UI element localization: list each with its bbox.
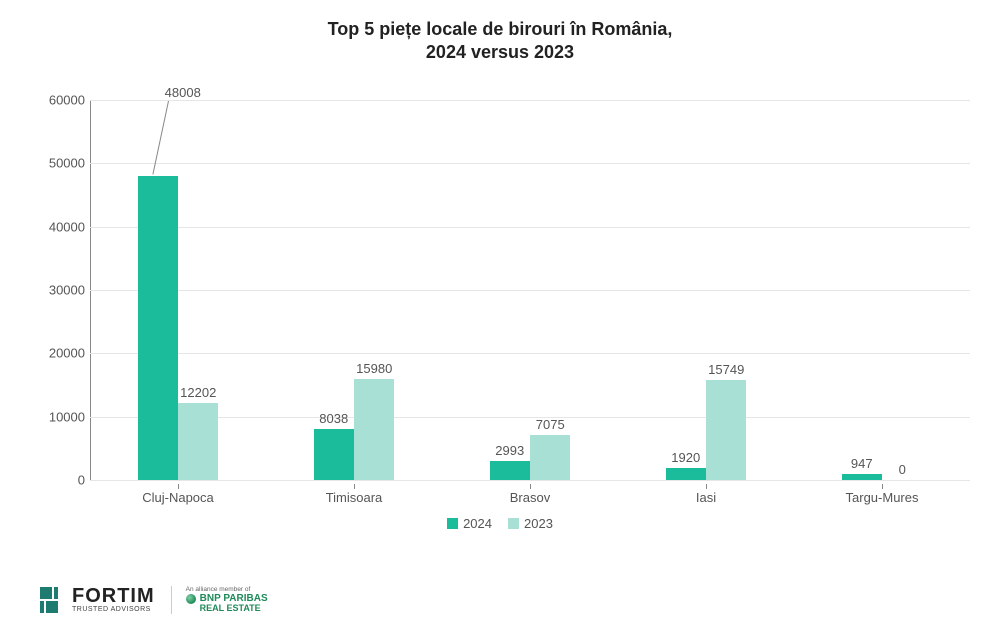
bnp-logo: An alliance member of BNP PARIBAS REAL E… <box>171 586 268 614</box>
gridline <box>90 480 970 481</box>
legend-item: 2023 <box>508 516 553 531</box>
bar-value-label: 7075 <box>536 417 565 432</box>
y-tick-label: 0 <box>78 473 85 488</box>
bnp-dot-icon <box>186 594 196 604</box>
bar <box>138 176 178 480</box>
chart-title-line1: Top 5 piețe locale de birouri în România… <box>0 18 1000 41</box>
x-tick-label: Targu-Mures <box>846 490 919 505</box>
y-tick-label: 60000 <box>49 93 85 108</box>
x-tick <box>706 484 707 489</box>
x-axis: Cluj-Napoca Timisoara Brasov Iasi Targu-Mure… <box>90 484 970 508</box>
bar <box>530 435 570 480</box>
bar <box>178 403 218 480</box>
bar <box>706 380 746 480</box>
x-tick-label: Iasi <box>696 490 716 505</box>
y-tick-label: 50000 <box>49 156 85 171</box>
x-tick-label: Brasov <box>510 490 550 505</box>
bnp-sub: REAL ESTATE <box>186 604 268 614</box>
chart-plot-area: 4800812202803815980299370751920157499470 <box>90 100 970 480</box>
x-tick <box>530 484 531 489</box>
bar-value-label: 8038 <box>319 411 348 426</box>
gridline <box>90 100 970 101</box>
bar-value-label: 0 <box>899 462 906 477</box>
fortim-logo-name: FORTIM <box>72 586 155 606</box>
chart-title-line2: 2024 versus 2023 <box>0 41 1000 64</box>
fortim-logo: FORTIM TRUSTED ADVISORS <box>40 586 155 613</box>
chart-legend: 2024 2023 <box>0 516 1000 534</box>
bar-value-label: 15980 <box>356 361 392 376</box>
bar-value-label: 12202 <box>180 385 216 400</box>
bar <box>666 468 706 480</box>
bar-value-label: 1920 <box>671 450 700 465</box>
fortim-logo-mark <box>40 587 66 613</box>
legend-label: 2023 <box>524 516 553 531</box>
gridline <box>90 227 970 228</box>
y-tick-label: 40000 <box>49 219 85 234</box>
gridline <box>90 290 970 291</box>
x-tick-label: Cluj-Napoca <box>142 490 214 505</box>
y-tick-label: 10000 <box>49 409 85 424</box>
legend-label: 2024 <box>463 516 492 531</box>
y-axis: 0100002000030000400005000060000 <box>30 100 85 480</box>
bar-value-label: 15749 <box>708 362 744 377</box>
fortim-logo-tag: TRUSTED ADVISORS <box>72 606 155 613</box>
x-tick-label: Timisoara <box>326 490 383 505</box>
bar <box>490 461 530 480</box>
y-tick-label: 30000 <box>49 283 85 298</box>
gridline <box>90 353 970 354</box>
bar-value-label: 2993 <box>495 443 524 458</box>
bar <box>842 474 882 480</box>
legend-item: 2024 <box>447 516 492 531</box>
bar-value-label: 48008 <box>165 85 201 100</box>
x-tick <box>882 484 883 489</box>
footer-logos: FORTIM TRUSTED ADVISORS An alliance memb… <box>40 586 268 614</box>
x-tick <box>354 484 355 489</box>
legend-swatch <box>447 518 458 529</box>
chart-title: Top 5 piețe locale de birouri în România… <box>0 18 1000 63</box>
bar <box>354 379 394 480</box>
y-tick-label: 20000 <box>49 346 85 361</box>
gridline <box>90 163 970 164</box>
gridline <box>90 417 970 418</box>
legend-swatch <box>508 518 519 529</box>
bnp-alliance-text: An alliance member of <box>186 586 268 593</box>
bar-value-label: 947 <box>851 456 873 471</box>
bar <box>314 429 354 480</box>
x-tick <box>178 484 179 489</box>
